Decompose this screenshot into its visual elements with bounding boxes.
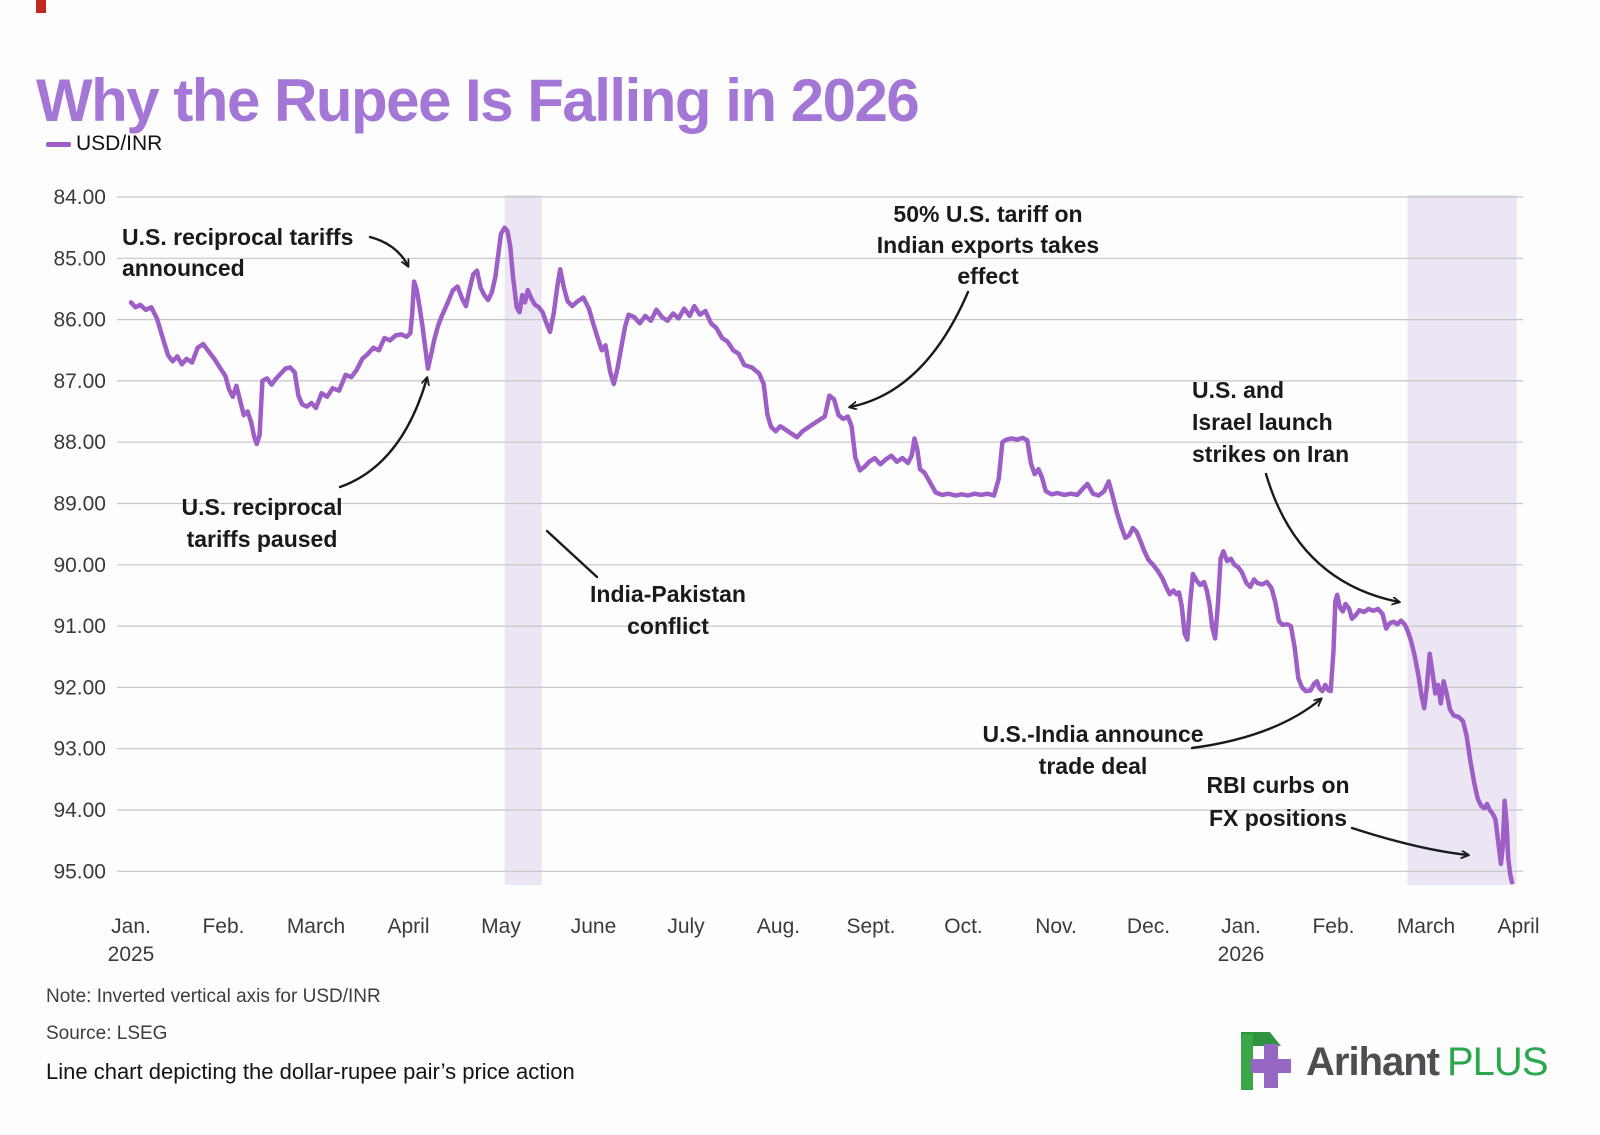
y-axis-tick-label: 94.00 [53,799,106,822]
x-axis-tick-label: May [481,915,521,938]
annotation-tariff-50-effect: 50% U.S. tariff on Indian exports takes ef… [877,201,1099,289]
annotation-rbi-curbs: RBI curbs on FX positions [1206,772,1349,831]
arihant-plus-logo: Arihant PLUS [1238,1032,1548,1092]
event-shaded-band [504,195,542,885]
annotation-tariffs-announced: U.S. reciprocal tariffs announced [122,224,353,281]
x-axis-tick-label: Nov. [1035,915,1077,938]
y-axis-tick-label: 91.00 [53,615,106,638]
chart-footer: Note: Inverted vertical axis for USD/INR… [46,986,575,1085]
x-axis-tick-label: Jan. [1221,915,1261,938]
usdinr-chart-area: 84.00 85.00 86.00 87.00 88.00 89.00 90.00 91.00… [53,186,1539,966]
annotation-trade-deal: U.S.-India announce trade deal [982,721,1203,779]
y-axis-tick-label: 85.00 [53,247,106,270]
logo-brand-name: Arihant [1306,1039,1440,1084]
y-axis-tick-label: 93.00 [53,738,106,761]
chart-caption: Line chart depicting the dollar-rupee pa… [46,1059,575,1084]
x-axis-tick-label: March [1397,915,1455,938]
annotation-india-pakistan-conflict: India-Pakistan conflict [590,581,746,639]
x-axis-tick-label: July [667,915,705,938]
y-axis-tick-label: 86.00 [53,309,106,332]
x-axis-tick-label: Jan. [111,915,151,938]
y-axis-tick-label: 84.00 [53,186,106,209]
x-axis-tick-label: Oct. [944,915,983,938]
x-axis-tick-sublabel: 2025 [108,943,155,966]
annotation-arrow-tariffs-announced [368,235,408,266]
legend-label: USD/INR [76,132,163,155]
event-shaded-band [1407,195,1517,885]
usdinr-line-chart: 84.00 85.00 86.00 87.00 88.00 89.00 90.00 91.00… [53,186,1539,966]
chart-legend: USD/INR [46,132,162,156]
arihant-logo-icon [1238,1032,1296,1092]
y-axis-tick-label: 92.00 [53,676,106,699]
annotation-tariffs-paused: U.S. reciprocal tariffs paused [181,494,342,552]
x-axis-tick-label: Feb. [202,915,244,938]
x-axis-tick-label: April [1497,915,1539,938]
x-axis-tick-label: Dec. [1127,915,1170,938]
y-axis-tick-label: 95.00 [53,860,106,883]
annotation-iran-strikes: U.S. and Israel launch strikes on Iran [1192,377,1349,467]
y-axis-tick-label: 89.00 [53,493,106,516]
x-axis-tick-label: April [387,915,429,938]
x-axis-tick-label: March [287,915,345,938]
annotation-arrow-tariffs-paused [338,378,427,489]
x-axis-tick-label: Aug. [757,915,800,938]
usdinr-price-line [128,225,1515,885]
x-axis-tick-label: June [571,915,617,938]
annotation-arrow-tariff-50-effect [850,290,970,407]
logo-brand-suffix: PLUS [1447,1039,1548,1084]
axis-note: Note: Inverted vertical axis for USD/INR [46,986,381,1007]
top-left-crop-mark [36,0,46,13]
x-axis-tick-sublabel: 2026 [1218,943,1265,966]
annotation-arrow-rbi-curbs [1350,826,1468,855]
annotation-arrow-trade-deal [1190,699,1321,750]
y-axis-tick-label: 87.00 [53,370,106,393]
x-axis-tick-label: Feb. [1312,915,1354,938]
y-axis-tick-label: 88.00 [53,431,106,454]
annotation-arrow-iran-strikes [1264,472,1399,602]
x-axis-tick-label: Sept. [846,915,895,938]
legend-line-swatch-icon [46,141,71,147]
source-credit: Source: LSEG [46,1023,168,1044]
y-axis-tick-label: 90.00 [53,554,106,577]
annotation-arrow-india-pakistan-conflict [545,529,599,579]
page-title: Why the Rupee Is Falling in 2026 [36,67,920,135]
